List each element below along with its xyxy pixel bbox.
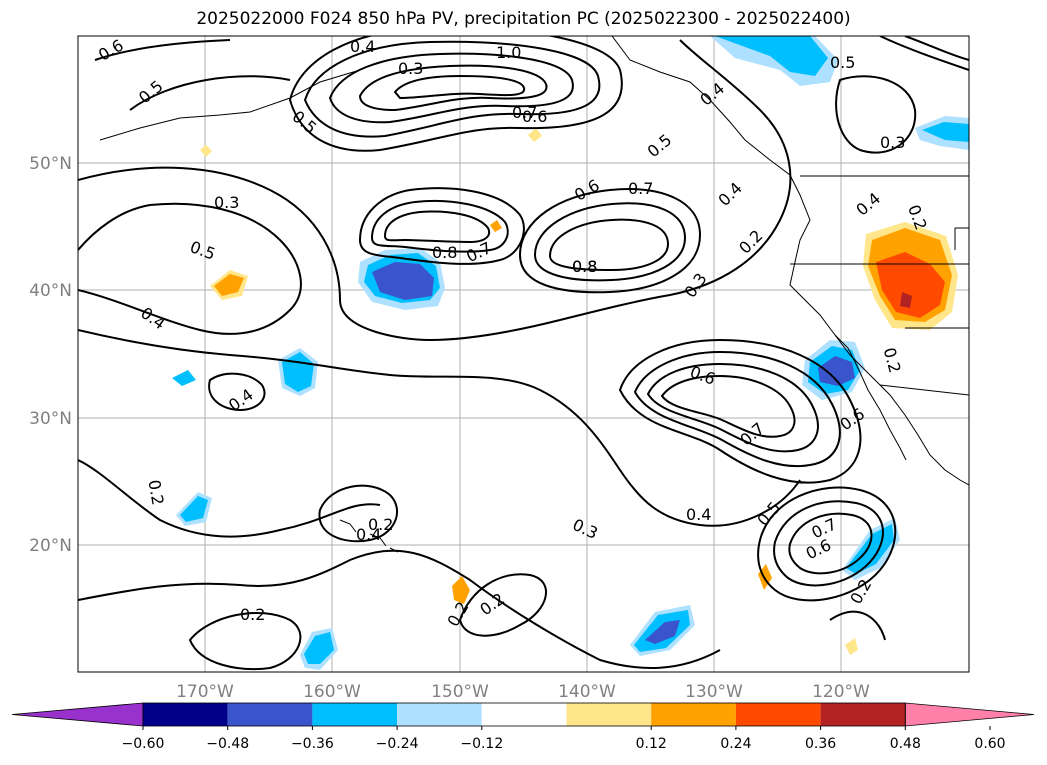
colorbar-cell <box>397 703 482 726</box>
colorbar-extend-high <box>904 702 1035 727</box>
contour-label: 0.2 <box>240 605 265 624</box>
contour-label: 1.0 <box>496 43 521 62</box>
border-us-mexico <box>879 384 969 396</box>
colorbar-cell <box>820 703 906 726</box>
colorbar-tick-label: −0.24 <box>376 736 419 752</box>
colorbar-cell <box>143 703 228 726</box>
lon-tick-label: 160°W <box>303 682 361 702</box>
map-panel: 0.6 0.4 0.5 0.5 1.0 0.3 0.6 0.5 0.4 0.5 … <box>77 35 970 673</box>
map-title: 2025022000 F024 850 hPa PV, precipitatio… <box>196 9 851 29</box>
contour-0.2-east <box>829 610 886 641</box>
contour-central-ridge <box>518 188 702 294</box>
contour-label: 0.7 <box>512 103 537 122</box>
coastline-baja <box>834 334 907 461</box>
contour-0.4-loop <box>208 372 266 412</box>
colorbar-frame <box>142 702 906 727</box>
contour-0.3 <box>78 329 801 527</box>
lat-tick-label: 40°N <box>29 281 72 301</box>
contour-label: 0.4 <box>356 525 381 544</box>
pv-contours <box>78 36 969 671</box>
contour-label: 0.5 <box>830 53 855 72</box>
contour-label: 0.2 <box>368 515 393 534</box>
contour-label: 0.3 <box>880 133 905 152</box>
lon-tick-label: 130°W <box>685 682 743 702</box>
colorbar-tick-label: 0.60 <box>974 736 1005 752</box>
contour-southeast-low <box>757 486 897 602</box>
colorbar: −0.60 −0.48 −0.36 −0.24 −0.12 0.12 0.24 0.36 0.4… <box>11 702 1035 752</box>
contour-0.6-north <box>94 39 231 61</box>
colorbar-cell <box>227 703 313 726</box>
colorbar-cell <box>566 703 652 726</box>
colorbar-tick-label: −0.60 <box>122 736 165 752</box>
lat-tick-label: 50°N <box>29 154 72 174</box>
lon-tick-label: 140°W <box>558 682 616 702</box>
lon-tick-label: 120°W <box>812 682 870 702</box>
contour-north-high-outer <box>288 36 623 152</box>
contour-0.4-west <box>78 202 302 335</box>
longitude-labels: 170°W 160°W 150°W 140°W 130°W 120°W <box>176 682 870 702</box>
contour-label: 0.3 <box>214 193 239 212</box>
map-frame <box>77 35 970 673</box>
latitude-labels: 50°N 40°N 30°N 20°N <box>29 154 72 556</box>
colorbar-tick-label: −0.12 <box>460 736 503 752</box>
contour-label: 0.2 <box>144 478 167 506</box>
lat-tick-label: 30°N <box>29 409 72 429</box>
contour-label: 0.7 <box>628 179 653 198</box>
lat-tick-label: 20°N <box>29 536 72 556</box>
colorbar-tick-label: −0.48 <box>206 736 249 752</box>
coastline-alaska-canada <box>611 36 969 486</box>
contour-label: 0.3 <box>398 59 423 78</box>
lon-tick-label: 170°W <box>176 682 234 702</box>
contour-east-edge <box>835 75 917 154</box>
contour-label: 0.4 <box>686 505 711 524</box>
colorbar-cell <box>651 703 736 726</box>
contour-0.2 <box>78 459 381 538</box>
colorbar-tick-label: 0.12 <box>636 736 667 752</box>
contour-label: 0.8 <box>432 243 457 262</box>
lon-tick-label: 150°W <box>431 682 489 702</box>
colorbar-tick-label: 0.36 <box>805 736 836 752</box>
contour-0.2-mid <box>458 573 547 637</box>
contour-0.5-north <box>129 75 291 111</box>
contour-0.2-south-loop <box>188 612 302 671</box>
precip-blob-positive-south <box>452 576 470 604</box>
contour-label: 0.4 <box>350 37 375 56</box>
colorbar-tick-label: 0.24 <box>720 736 751 752</box>
precipitation-shading <box>172 36 969 670</box>
colorbar-cell <box>312 703 398 726</box>
contour-0.2-hawaii <box>318 484 399 543</box>
colorbar-cell <box>481 703 567 726</box>
aleutians <box>99 69 361 141</box>
colorbar-tick-label: −0.36 <box>291 736 334 752</box>
colorbar-tick-label: 0.48 <box>890 736 921 752</box>
contour-big-0.5 <box>78 39 792 342</box>
contour-south <box>78 549 721 670</box>
colorbar-cell <box>735 703 821 726</box>
contour-southeast-outer <box>618 338 862 484</box>
contour-central-low <box>358 187 525 265</box>
contour-label: 0.8 <box>572 257 597 276</box>
contour-label: 0.8 <box>572 257 597 276</box>
contour-label: 0.6 <box>522 107 547 126</box>
colorbar-extend-low <box>11 702 144 727</box>
